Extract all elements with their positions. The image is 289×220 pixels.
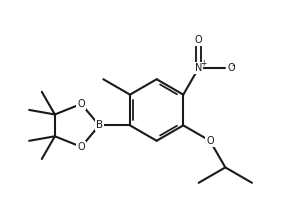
Text: N: N <box>195 63 202 73</box>
Text: O: O <box>77 99 85 109</box>
Text: O: O <box>206 136 214 146</box>
Text: +: + <box>200 59 206 68</box>
Text: O: O <box>195 35 203 45</box>
Text: O: O <box>77 142 85 152</box>
Text: -: - <box>231 61 235 71</box>
Text: B: B <box>96 120 103 130</box>
Text: O: O <box>227 63 235 73</box>
